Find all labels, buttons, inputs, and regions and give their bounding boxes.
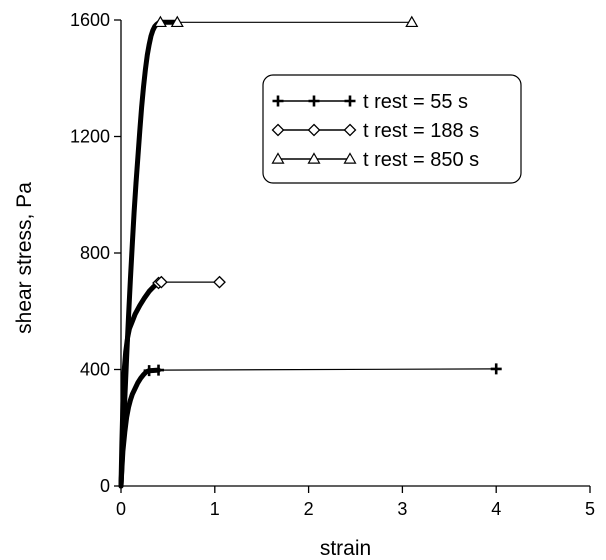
data-point-plus (143, 365, 155, 377)
data-point-triangle (405, 15, 419, 28)
legend-item: t rest = 850 s (271, 149, 479, 171)
data-point-plus (153, 364, 165, 376)
data-point-triangle (153, 15, 167, 28)
y-tick-label: 1600 (70, 10, 110, 30)
data-point-triangle (307, 152, 321, 164)
x-tick-label: 2 (304, 499, 314, 519)
data-point-diamond (307, 123, 321, 137)
legend-label: t rest = 850 s (363, 149, 479, 171)
legend-item: t rest = 188 s (271, 120, 479, 142)
data-point-plus (344, 95, 356, 107)
x-tick-label: 5 (585, 499, 595, 519)
legend-label: t rest = 188 s (363, 120, 479, 142)
legend-box (262, 74, 522, 184)
x-tick-label: 3 (397, 499, 407, 519)
data-point-triangle (343, 152, 357, 164)
y-tick-label: 800 (80, 243, 110, 263)
data-point-diamond (213, 275, 226, 289)
data-point-plus (272, 95, 284, 107)
series-dense-points (118, 19, 180, 489)
x-tick-label: 1 (210, 499, 220, 519)
y-axis-label: shear stress, Pa (13, 182, 36, 334)
data-point-diamond (343, 123, 357, 137)
legend-item: t rest = 55 s (272, 91, 468, 113)
data-point-diamond (154, 275, 168, 289)
x-tick-label: 0 (116, 499, 126, 519)
y-tick-label: 1200 (70, 127, 110, 147)
series-line (120, 368, 497, 487)
legend-label: t rest = 55 s (363, 91, 468, 113)
series-plus (118, 363, 502, 489)
x-axis-label: strain (320, 537, 371, 560)
data-point-plus (490, 363, 502, 375)
series-triangle (118, 15, 419, 489)
series-layer (118, 15, 502, 489)
x-tick-label: 4 (491, 499, 501, 519)
legend: t rest = 55 s t rest = 188 s t rest = 850 … (262, 74, 522, 184)
data-point-triangle (170, 15, 184, 28)
data-point-diamond (271, 123, 285, 137)
y-tick-label: 400 (80, 360, 110, 380)
y-tick-label: 0 (100, 476, 110, 496)
axes: 0 1 2 3 4 5 0 400 800 1200 1600 (70, 10, 595, 519)
data-point-triangle (271, 152, 285, 164)
data-point-plus (308, 95, 320, 107)
